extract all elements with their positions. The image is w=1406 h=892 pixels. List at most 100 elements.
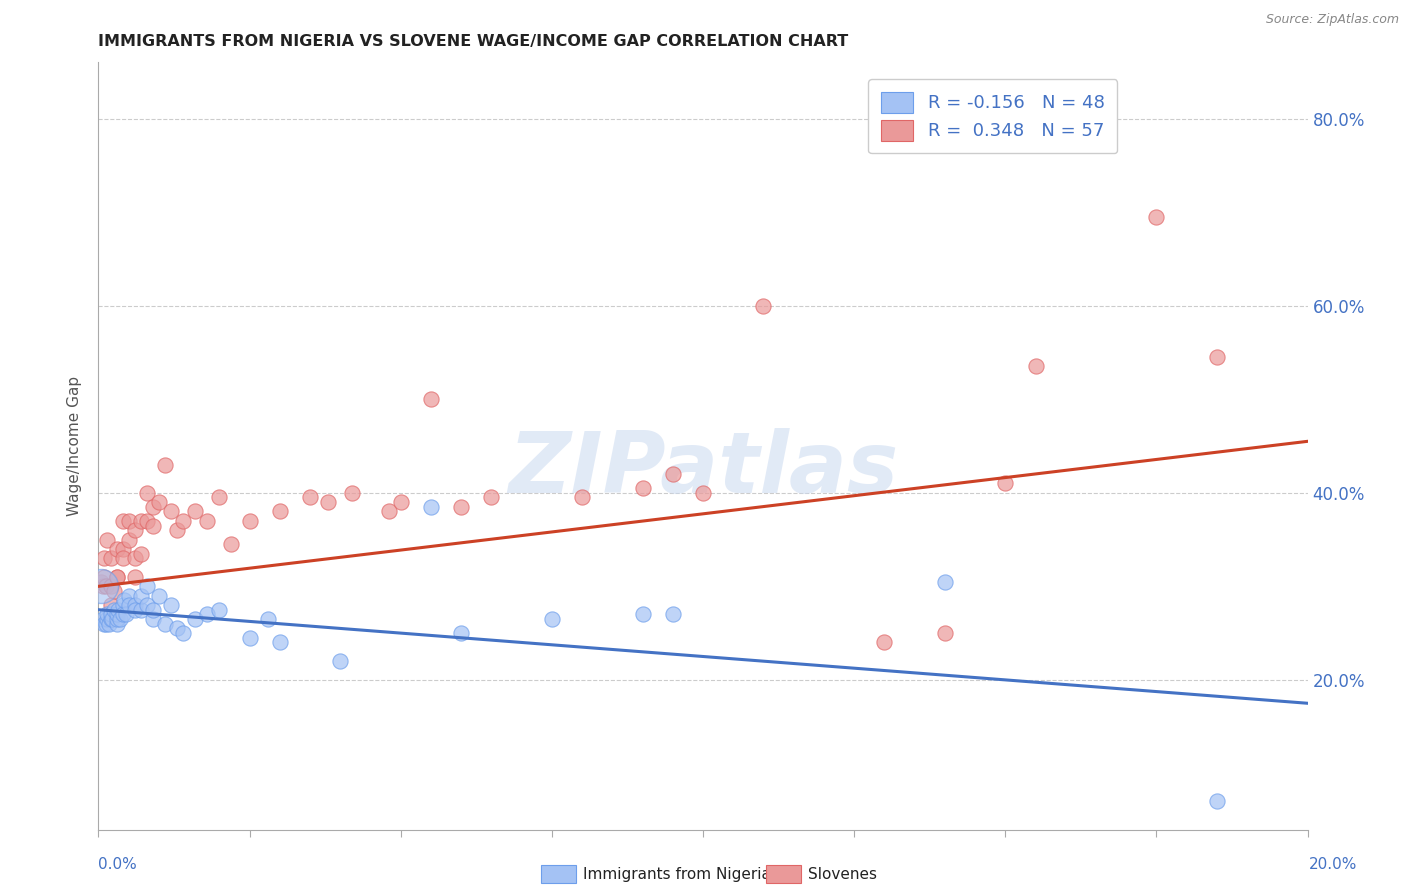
Point — [148, 589, 170, 603]
Point — [129, 603, 152, 617]
Point — [450, 500, 472, 514]
Point — [934, 626, 956, 640]
Text: Slovenes: Slovenes — [808, 867, 877, 881]
Point — [160, 598, 183, 612]
Point — [160, 504, 183, 518]
Point — [111, 541, 134, 556]
Point — [105, 570, 128, 584]
Point — [481, 491, 503, 505]
Point — [239, 514, 262, 528]
Point — [299, 491, 322, 505]
Point — [142, 518, 165, 533]
Point — [1024, 359, 1046, 374]
Point — [94, 616, 117, 631]
Point — [105, 607, 128, 622]
Point — [93, 570, 115, 584]
Point — [118, 533, 141, 547]
Point — [661, 467, 683, 481]
Point — [129, 589, 152, 603]
Text: ZIPatlas: ZIPatlas — [508, 427, 898, 510]
Point — [377, 504, 399, 518]
Legend: R = -0.156   N = 48, R =  0.348   N = 57: R = -0.156 N = 48, R = 0.348 N = 57 — [868, 79, 1118, 153]
Point — [96, 533, 118, 547]
Point — [172, 626, 194, 640]
Point — [692, 485, 714, 500]
Point — [420, 500, 443, 514]
Point — [1144, 210, 1167, 224]
Point — [114, 607, 136, 622]
Point — [124, 598, 146, 612]
Point — [118, 589, 141, 603]
Point — [142, 612, 165, 626]
Text: 0.0%: 0.0% — [98, 857, 138, 872]
Point — [873, 635, 896, 649]
Point — [184, 612, 207, 626]
Point — [342, 485, 364, 500]
Point — [208, 491, 231, 505]
Point — [105, 612, 128, 626]
Text: IMMIGRANTS FROM NIGERIA VS SLOVENE WAGE/INCOME GAP CORRELATION CHART: IMMIGRANTS FROM NIGERIA VS SLOVENE WAGE/… — [98, 34, 849, 49]
Point — [994, 476, 1017, 491]
Point — [269, 504, 291, 518]
Point — [105, 541, 128, 556]
Point — [91, 612, 114, 626]
Point — [98, 616, 121, 631]
Point — [661, 607, 683, 622]
Point — [256, 612, 278, 626]
Point — [153, 616, 176, 631]
Text: Immigrants from Nigeria: Immigrants from Nigeria — [583, 867, 772, 881]
Point — [100, 607, 122, 622]
Point — [631, 481, 654, 495]
Point — [96, 612, 118, 626]
Point — [420, 392, 443, 407]
Point — [631, 607, 654, 622]
Point — [111, 514, 134, 528]
Point — [90, 579, 112, 593]
Point — [184, 504, 207, 518]
Point — [239, 631, 262, 645]
Point — [111, 607, 134, 622]
Point — [124, 551, 146, 566]
Point — [142, 603, 165, 617]
Point — [195, 607, 218, 622]
Point — [752, 299, 775, 313]
Point — [208, 603, 231, 617]
Point — [1206, 795, 1229, 809]
Point — [111, 598, 134, 612]
Point — [450, 626, 472, 640]
Point — [269, 635, 291, 649]
Point — [166, 622, 188, 636]
Point — [90, 574, 112, 589]
Point — [129, 514, 152, 528]
Point — [148, 495, 170, 509]
Point — [540, 612, 562, 626]
Point — [166, 523, 188, 537]
Point — [142, 500, 165, 514]
Point — [135, 579, 157, 593]
Point — [93, 551, 115, 566]
Point — [129, 547, 152, 561]
Point — [93, 616, 115, 631]
Point — [124, 603, 146, 617]
Point — [118, 598, 141, 612]
Point — [100, 612, 122, 626]
Point — [105, 616, 128, 631]
Y-axis label: Wage/Income Gap: Wage/Income Gap — [67, 376, 83, 516]
Point — [100, 612, 122, 626]
Point — [96, 607, 118, 622]
Point — [108, 612, 131, 626]
Point — [118, 514, 141, 528]
Point — [100, 579, 122, 593]
Text: 20.0%: 20.0% — [1309, 857, 1357, 872]
Point — [100, 598, 122, 612]
Point — [112, 593, 135, 607]
Point — [100, 551, 122, 566]
Point — [221, 537, 243, 551]
Point — [94, 579, 117, 593]
Point — [91, 579, 114, 593]
Point — [329, 654, 352, 668]
Point — [124, 523, 146, 537]
Point — [153, 458, 176, 472]
Point — [103, 584, 125, 599]
Point — [105, 570, 128, 584]
